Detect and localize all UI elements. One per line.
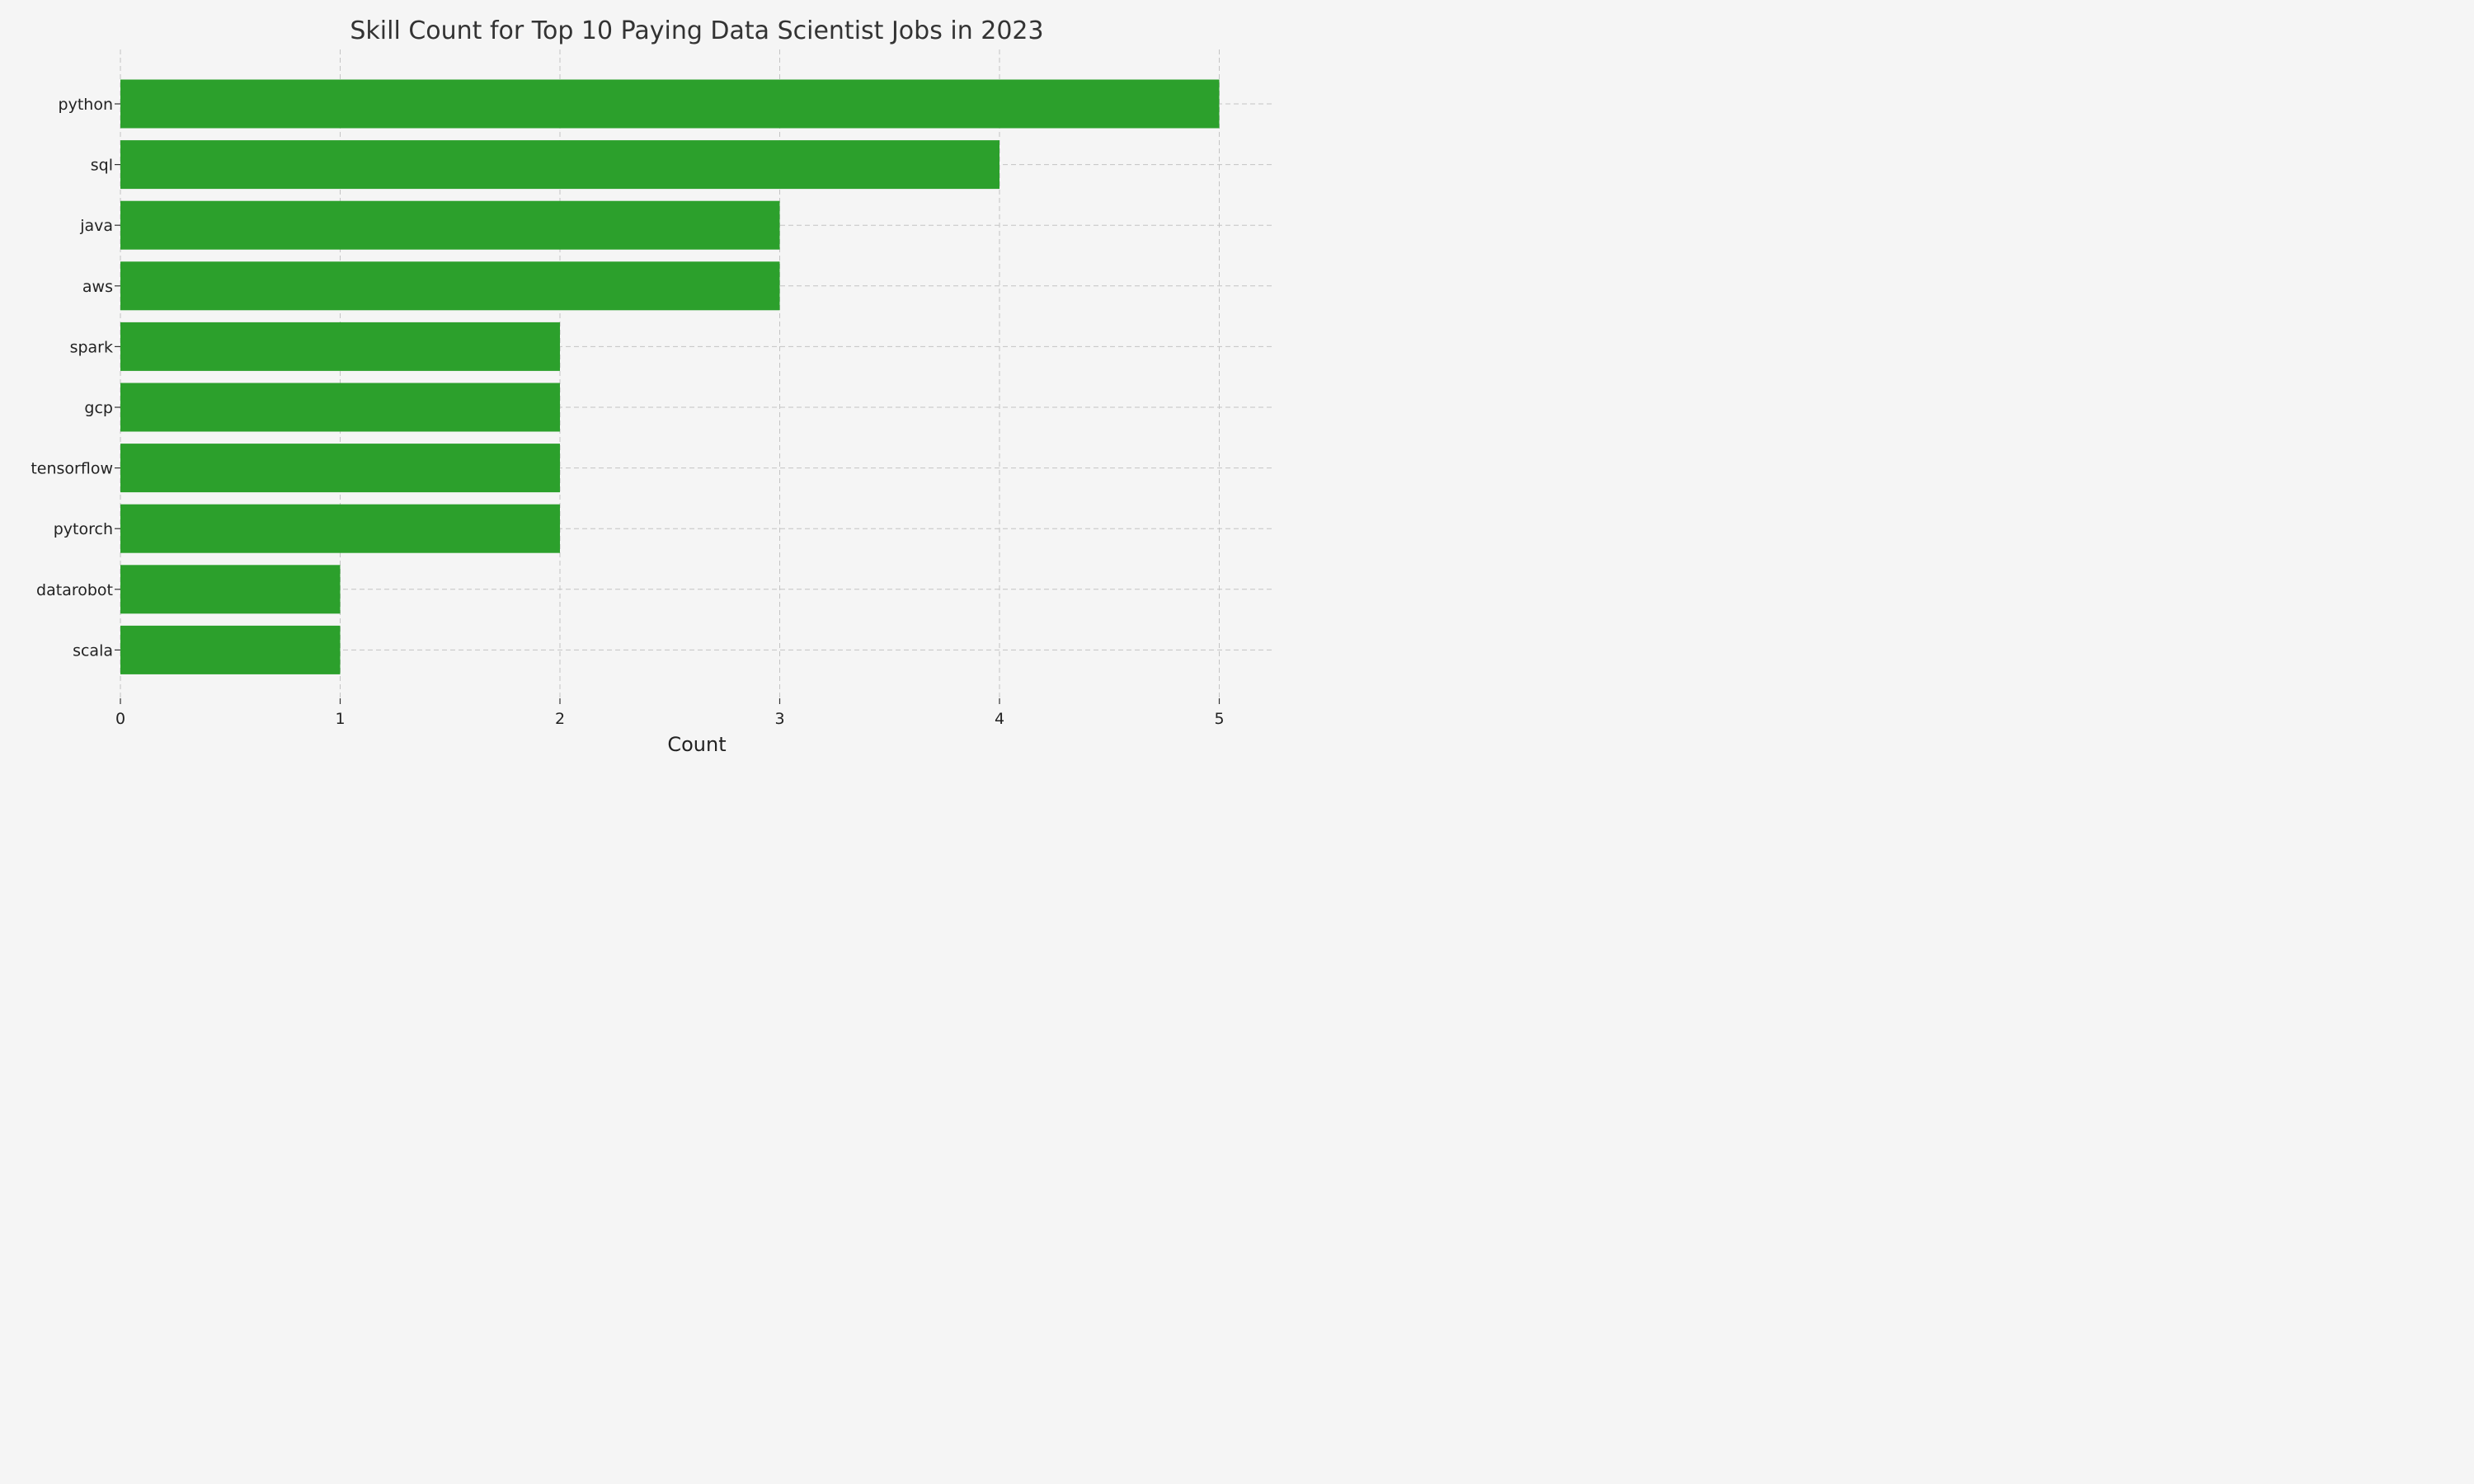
- bar-datarobot: [120, 565, 341, 614]
- bar-sql: [120, 140, 999, 190]
- x-tick-label: 2: [555, 710, 565, 728]
- bar-tensorflow: [120, 444, 560, 493]
- y-axis-ticks: python sql java aws spark gcp tensorflow pytorc…: [31, 96, 120, 660]
- y-tick-label: java: [79, 217, 113, 235]
- x-tick-label: 3: [774, 710, 784, 728]
- x-tick-label: 5: [1214, 710, 1224, 728]
- x-axis-label: Count: [667, 733, 726, 756]
- bar-pytorch: [120, 504, 560, 553]
- y-tick-label: spark: [70, 338, 113, 356]
- y-tick-label: tensorflow: [31, 460, 113, 478]
- y-tick-label: gcp: [84, 399, 113, 417]
- bar-aws: [120, 261, 780, 311]
- bar-python: [120, 79, 1220, 129]
- y-tick-label: pytorch: [54, 520, 113, 538]
- y-tick-label: python: [59, 96, 113, 114]
- y-tick-label: aws: [82, 278, 113, 296]
- bar-scala: [120, 625, 341, 674]
- x-tick-label: 4: [995, 710, 1004, 728]
- bars: [120, 79, 1220, 674]
- bar-java: [120, 200, 780, 250]
- bar-spark: [120, 322, 560, 371]
- y-tick-label: sql: [91, 157, 113, 175]
- chart-title: Skill Count for Top 10 Paying Data Scien…: [350, 16, 1043, 45]
- y-tick-label: datarobot: [36, 581, 113, 599]
- x-tick-label: 0: [115, 710, 125, 728]
- bar-gcp: [120, 383, 560, 432]
- y-tick-label: scala: [73, 641, 113, 660]
- x-axis-ticks: 0 1 2 3 4 5: [115, 698, 1225, 728]
- x-tick-label: 1: [335, 710, 345, 728]
- bar-chart: Skill Count for Top 10 Paying Data Scien…: [0, 0, 1293, 776]
